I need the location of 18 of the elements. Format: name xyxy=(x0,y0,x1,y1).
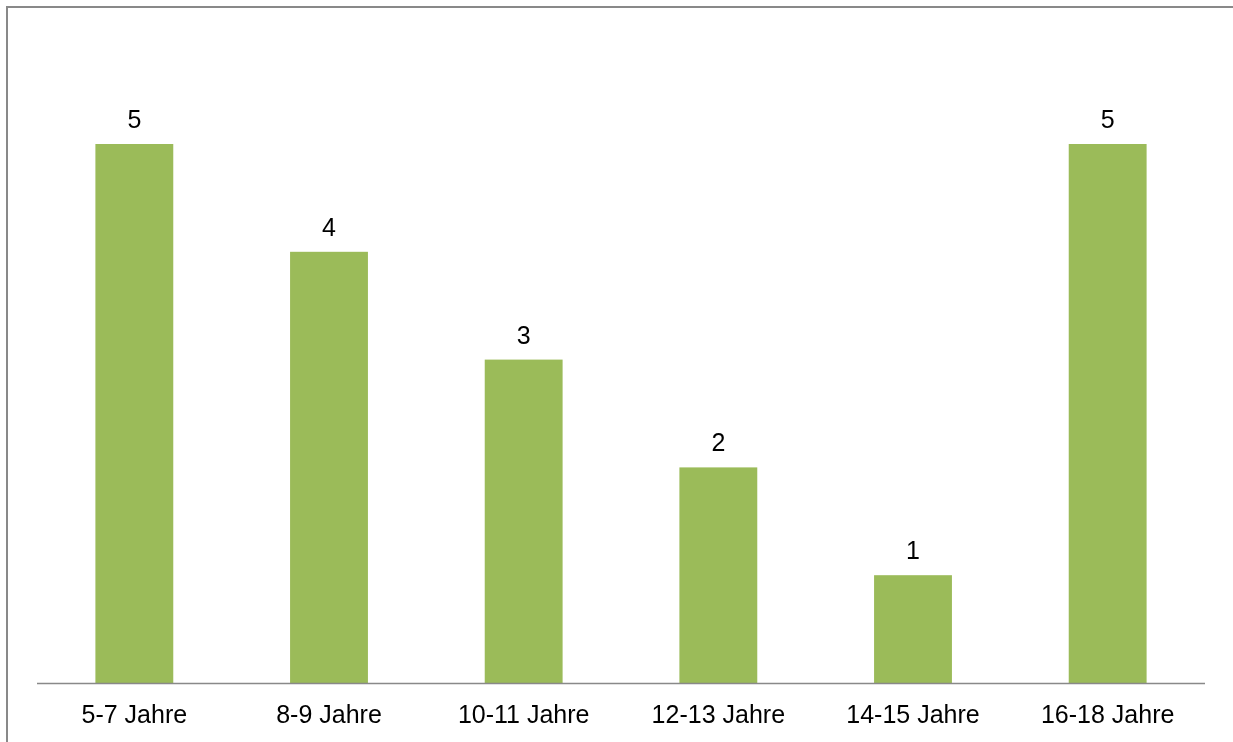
bar xyxy=(1068,144,1147,683)
bar xyxy=(95,144,174,683)
x-tick-label: 14-15 Jahre xyxy=(846,700,980,728)
data-label: 5 xyxy=(1100,105,1115,133)
data-label: 2 xyxy=(711,428,726,457)
bar xyxy=(874,575,952,683)
x-tick-label: 16-18 Jahre xyxy=(1040,700,1175,728)
bar xyxy=(290,251,368,683)
x-tick-label: 8-9 Jahre xyxy=(276,700,382,728)
bar xyxy=(679,467,758,683)
x-tick-label: 5-7 Jahre xyxy=(81,700,188,728)
x-tick-label: 10-11 Jahre xyxy=(457,700,590,728)
data-label: 1 xyxy=(906,536,920,565)
data-label: 5 xyxy=(127,105,142,133)
x-tick-label: 12-13 Jahre xyxy=(651,700,786,728)
data-label: 3 xyxy=(516,320,531,349)
bar xyxy=(484,359,563,683)
data-label: 4 xyxy=(322,212,337,241)
